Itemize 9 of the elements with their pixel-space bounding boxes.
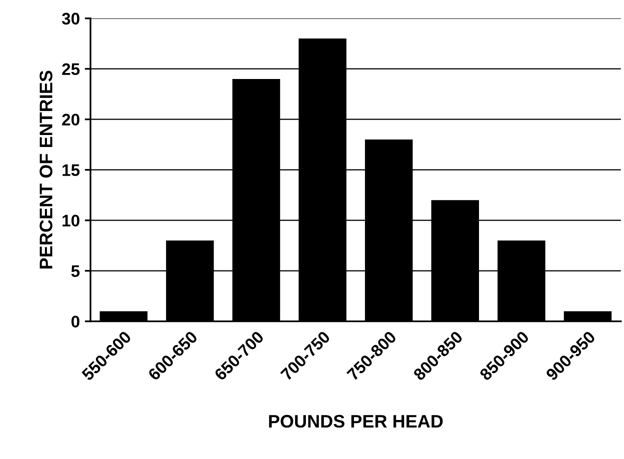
y-tick-label: 20 (62, 114, 80, 126)
y-tick-label: 25 (62, 63, 80, 76)
y-tick-label: 10 (62, 214, 80, 227)
y-tick-label: 15 (62, 164, 80, 176)
y-tick-label: 5 (71, 265, 80, 278)
y-axis-title: PERCENT OF ENTRIES (40, 70, 52, 268)
x-axis-title: POUNDS PER HEAD (269, 414, 443, 428)
y-tick-label: 30 (62, 12, 80, 25)
y-tick-label: 0 (71, 316, 80, 328)
